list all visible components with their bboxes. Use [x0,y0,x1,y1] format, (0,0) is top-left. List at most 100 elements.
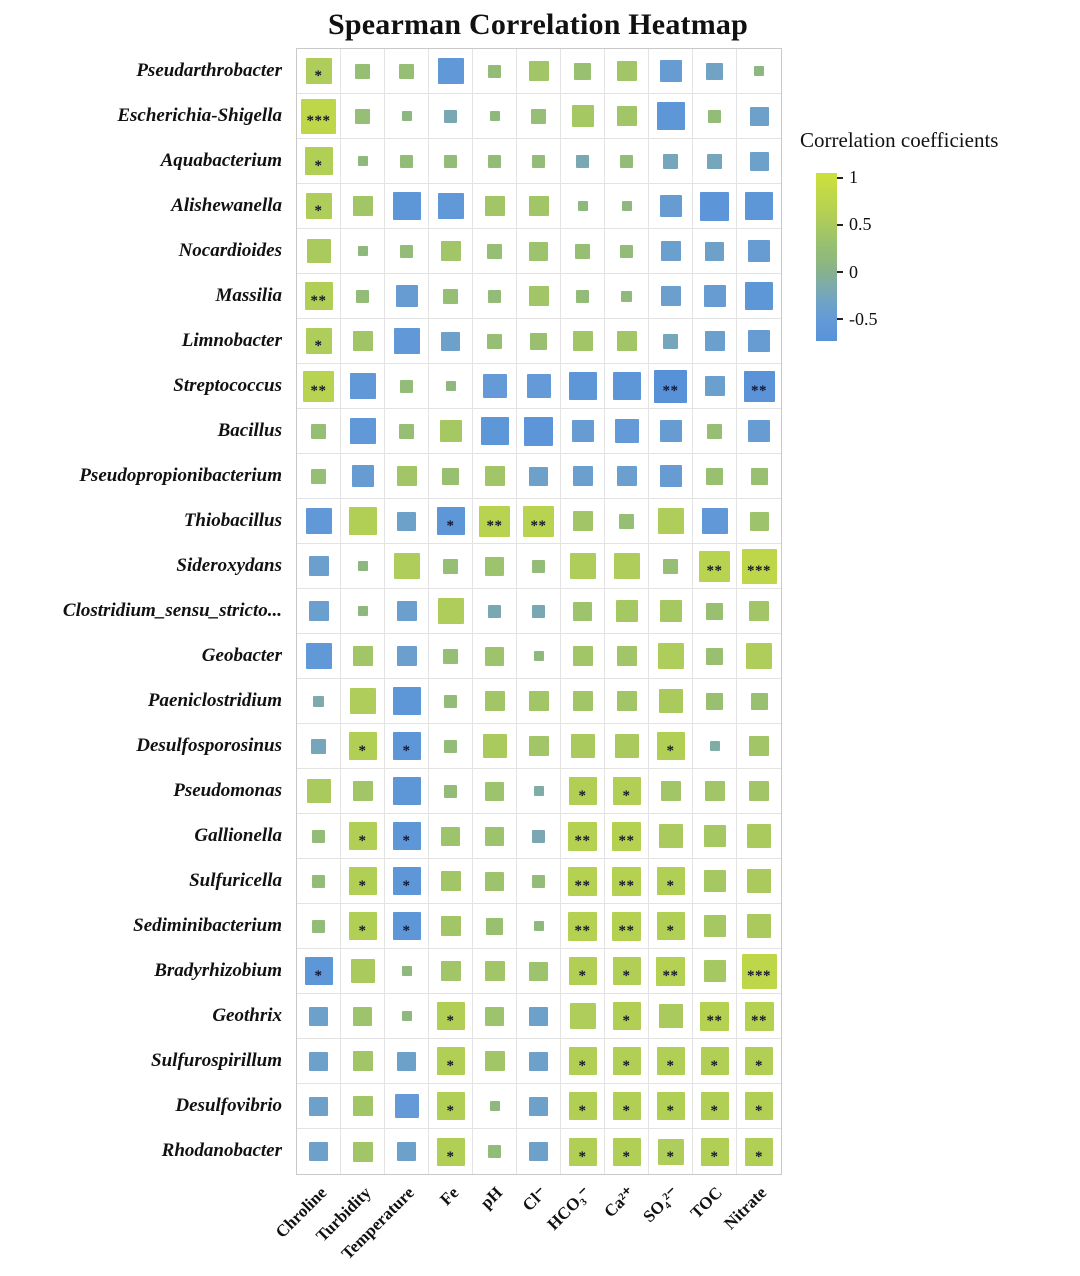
heatmap-cell [517,769,561,814]
heatmap-cell: * [429,499,473,544]
correlation-square [576,289,589,303]
heatmap-cell [297,769,341,814]
correlation-square: * [568,957,597,985]
correlation-square [529,241,548,261]
heatmap-cell [649,409,693,454]
correlation-square [439,420,462,442]
correlation-square [703,960,726,982]
correlation-square [614,419,639,443]
correlation-square [352,196,373,216]
heatmap-cell [297,1039,341,1084]
heatmap-cell [473,454,517,499]
correlation-square: *** [301,98,336,134]
correlation-square [488,154,501,168]
correlation-square [749,511,769,531]
heatmap-cell [737,94,781,139]
correlation-square: * [612,1092,641,1120]
column-label: Nitrate [720,1175,781,1276]
correlation-square: ** [568,866,597,896]
correlation-square [308,556,329,576]
heatmap-cell: * [605,769,649,814]
heatmap-cell [561,184,605,229]
correlation-square [305,643,332,669]
heatmap-cell [385,769,429,814]
heatmap-cell [297,229,341,274]
correlation-square [575,243,590,259]
correlation-square [309,1051,328,1071]
heatmap-cell [385,544,429,589]
correlation-square: * [305,328,332,354]
correlation-square: * [348,912,377,940]
correlation-square: * [568,1137,597,1166]
correlation-square [704,781,725,801]
correlation-square [356,289,369,303]
heatmap-cell: ** [561,814,605,859]
correlation-square [750,467,768,485]
heatmap-cell [517,454,561,499]
correlation-square [397,1142,416,1161]
heatmap-cell [737,814,781,859]
correlation-square [306,779,331,803]
correlation-square [437,58,464,84]
correlation-square [484,196,505,216]
heatmap-cell [737,184,781,229]
heatmap-cell [341,319,385,364]
correlation-square [355,108,370,124]
correlation-square [395,285,418,307]
legend-tick-mark [837,176,843,179]
correlation-square: * [348,867,377,895]
correlation-square [528,691,549,711]
correlation-square [437,598,464,624]
heatmap-cell: * [737,1129,781,1174]
heatmap-cell [693,319,737,364]
correlation-square [615,600,638,622]
heatmap-cell [649,274,693,319]
heatmap-cell [473,589,517,634]
correlation-square [745,192,773,220]
heatmap-cell [605,589,649,634]
heatmap-cell [693,364,737,409]
correlation-square [394,1094,419,1118]
correlation-square [486,917,503,935]
heatmap-cell [517,274,561,319]
row-label: Sideroxydans [176,554,282,576]
heatmap-cell [473,139,517,184]
heatmap-cell [341,364,385,409]
heatmap-cell [693,724,737,769]
correlation-square: ** [699,550,730,582]
correlation-square: * [568,1047,597,1075]
correlation-square [701,508,728,534]
correlation-square: ** [743,370,775,402]
heatmap-cell [693,859,737,904]
correlation-square [396,646,417,666]
correlation-square [349,373,376,399]
correlation-square [749,601,769,621]
heatmap-cell: * [341,724,385,769]
heatmap-cell: * [605,1039,649,1084]
legend-tick-mark [837,223,843,226]
correlation-square [352,1096,373,1116]
correlation-square [571,105,594,127]
correlation-square [529,1142,548,1161]
correlation-square [351,465,374,487]
row-label: Bradyrhizobium [154,959,282,981]
row-label: Massilia [215,284,282,306]
correlation-square [396,601,417,621]
legend-tick-label: -0.5 [849,308,878,329]
correlation-square [309,1142,328,1161]
heatmap-cell [561,139,605,184]
heatmap-cell [341,229,385,274]
heatmap-cell [517,724,561,769]
heatmap-cell [297,454,341,499]
heatmap-cell [385,454,429,499]
heatmap-cell [737,454,781,499]
heatmap-cell [605,184,649,229]
heatmap-cell: ** [605,859,649,904]
correlation-square [487,243,502,259]
heatmap-cell: * [605,949,649,994]
correlation-square [440,871,461,891]
heatmap-cell [385,364,429,409]
correlation-square: ** [612,911,641,941]
heatmap-cell: * [429,1084,473,1129]
correlation-square [571,420,594,442]
